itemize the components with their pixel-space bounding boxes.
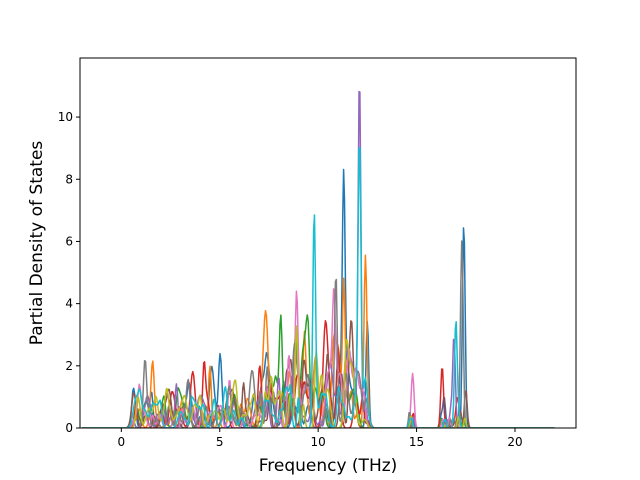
pdos-series-line (82, 320, 555, 428)
x-tick-label: 20 (507, 435, 522, 449)
x-tick-label: 15 (409, 435, 424, 449)
y-tick-label: 0 (65, 421, 73, 435)
y-tick-label: 8 (65, 172, 73, 186)
y-tick-label: 2 (65, 359, 73, 373)
x-tick-label: 0 (118, 435, 126, 449)
x-tick-label: 5 (216, 435, 224, 449)
x-axis-ticks: 0 5 10 15 20 (118, 428, 523, 449)
pdos-series-line (82, 325, 555, 428)
pdos-series-line (82, 146, 555, 428)
x-tick-label: 10 (311, 435, 326, 449)
y-tick-label: 10 (58, 110, 73, 124)
axes-frame (79, 57, 577, 429)
y-tick-label: 6 (65, 234, 73, 248)
y-tick-label: 4 (65, 297, 73, 311)
x-axis-label: Frequency (THz) (259, 456, 398, 476)
y-axis-ticks: 0 2 4 6 8 10 (58, 110, 80, 435)
plot-area (79, 57, 577, 429)
y-axis-label: Partial Density of States (27, 141, 47, 346)
